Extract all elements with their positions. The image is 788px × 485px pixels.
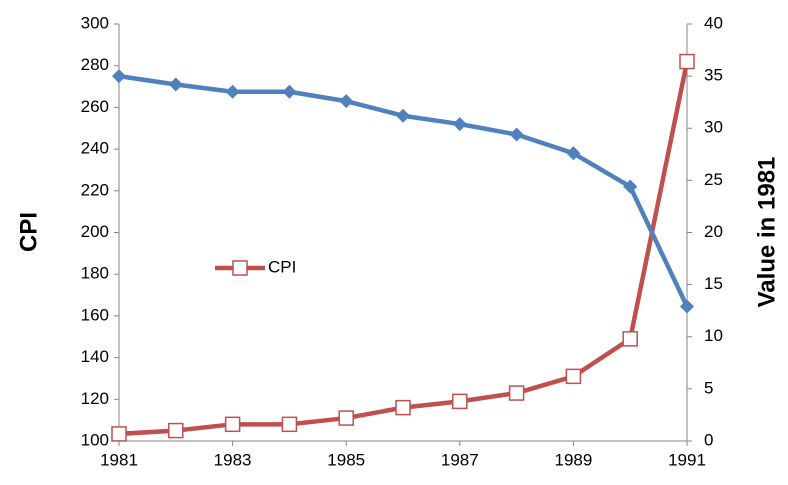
y2-tick-label: 10 <box>704 326 723 345</box>
y-tick-label: 260 <box>81 97 109 116</box>
y2-tick-label: 20 <box>704 222 723 241</box>
y2-tick-label: 25 <box>704 170 723 189</box>
y-tick-label: 240 <box>81 139 109 158</box>
y2-tick-label: 15 <box>704 274 723 293</box>
x-tick-label: 1985 <box>327 450 365 469</box>
data-point <box>679 53 695 70</box>
x-tick-label: 1983 <box>214 450 252 469</box>
legend-label: CPI <box>268 257 296 276</box>
x-tick-label: 1987 <box>441 450 479 469</box>
y2-tick-label: 40 <box>704 13 723 32</box>
data-point <box>168 77 183 92</box>
legend-marker <box>232 260 248 276</box>
data-point <box>452 393 468 410</box>
y-tick-label: 160 <box>81 305 109 324</box>
y-tick-label: 140 <box>81 347 109 366</box>
data-point <box>168 422 184 439</box>
data-point <box>509 127 524 142</box>
y-tick-label: 220 <box>81 180 109 199</box>
y-tick-label: 100 <box>81 430 109 449</box>
y-tick-label: 200 <box>81 222 109 241</box>
data-point <box>452 117 467 132</box>
data-point <box>282 84 297 99</box>
y2-axis-title: Value in 1981 <box>753 157 780 308</box>
data-point <box>225 84 240 99</box>
data-point <box>395 399 411 416</box>
data-point <box>224 416 241 433</box>
y2-tick-label: 0 <box>704 430 713 449</box>
y2-tick-label: 35 <box>704 66 723 85</box>
data-point <box>566 146 581 161</box>
y-tick-label: 300 <box>81 13 109 32</box>
y-axis-title: CPI <box>15 212 42 252</box>
data-point <box>111 426 127 442</box>
data-point <box>281 416 298 433</box>
data-point <box>508 385 525 401</box>
y2-tick-label: 5 <box>704 378 713 397</box>
data-point <box>622 331 638 347</box>
data-point <box>396 108 410 123</box>
y-tick-label: 180 <box>81 264 109 283</box>
y2-tick-label: 30 <box>704 118 723 137</box>
x-tick-label: 1981 <box>100 450 138 469</box>
x-tick-label: 1991 <box>668 450 706 469</box>
data-point <box>339 94 354 109</box>
y-tick-label: 280 <box>81 55 109 74</box>
x-tick-label: 1989 <box>554 450 592 469</box>
y-tick-label: 120 <box>81 389 109 408</box>
data-point <box>623 179 638 194</box>
data-point <box>565 368 582 385</box>
data-point <box>112 69 126 84</box>
data-point <box>680 299 694 314</box>
data-point <box>338 410 354 426</box>
